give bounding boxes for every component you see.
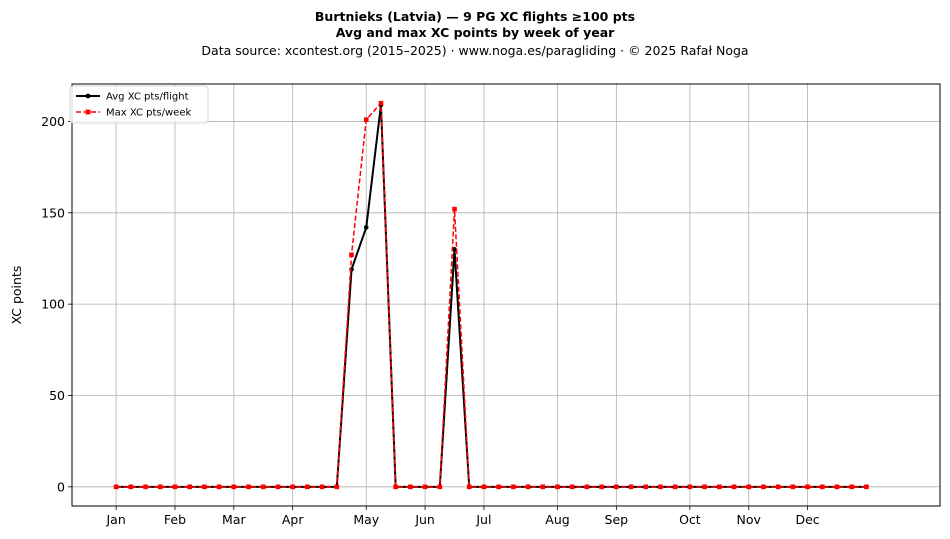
- series: [113, 100, 869, 490]
- series-1-point-44: [761, 484, 766, 490]
- series-1-point-49: [834, 484, 840, 490]
- x-tick-label-5: Jun: [414, 512, 435, 527]
- x-tick-label-10: Nov: [737, 512, 762, 527]
- series-1-point-11: [275, 484, 281, 490]
- series-1-point-26: [496, 484, 501, 490]
- series-1-point-24: [466, 484, 472, 490]
- legend-label-avg: Avg XC pts/flight: [106, 92, 189, 103]
- y-tick-label-1: 50: [49, 388, 65, 403]
- x-tick-label-7: Aug: [545, 512, 569, 527]
- x-tick-label-4: May: [353, 512, 379, 527]
- x-tick-label-11: Dec: [795, 512, 819, 527]
- series-1-point-37: [658, 484, 663, 490]
- y-axis-label: XC points: [9, 266, 24, 325]
- x-tick-label-0: Jan: [105, 512, 125, 527]
- legend: Avg XC pts/flight Max XC pts/week: [69, 85, 209, 124]
- series-1-point-45: [775, 484, 781, 490]
- series-1-point-13: [305, 484, 310, 490]
- y-tick-label-0: 0: [57, 479, 65, 494]
- series-1-point-25: [481, 484, 487, 490]
- series-1-point-1: [128, 484, 134, 490]
- series-1-point-12: [290, 484, 295, 490]
- series-1-point-51: [864, 484, 869, 490]
- series-1-point-18: [378, 100, 384, 106]
- series-1-point-48: [820, 484, 825, 490]
- series-1-point-8: [231, 484, 237, 490]
- y-tick-label-2: 100: [41, 297, 65, 312]
- x-tick-label-2: Mar: [222, 512, 246, 527]
- series-1-point-32: [584, 484, 590, 490]
- series-1-point-38: [672, 484, 678, 490]
- series-1-point-31: [569, 484, 575, 490]
- series-1-point-28: [525, 484, 531, 490]
- series-1-point-43: [746, 484, 752, 490]
- series-1-point-42: [731, 484, 737, 490]
- series-1-point-7: [216, 484, 222, 490]
- series-1-point-29: [540, 484, 546, 490]
- axis-ticks: Jan Feb Mar Apr May Jun Jul Aug Sep Oct Nov Dec 0 50 1…: [41, 114, 820, 527]
- series-line-0: [116, 104, 867, 488]
- series-1-point-22: [437, 484, 443, 490]
- x-tick-label-1: Feb: [164, 512, 186, 527]
- x-tick-label-8: Sep: [605, 512, 629, 527]
- series-1-point-33: [599, 484, 604, 490]
- series-1-point-41: [717, 484, 722, 490]
- series-1-point-34: [614, 484, 619, 490]
- x-tick-label-6: Jul: [475, 512, 491, 527]
- series-1-point-3: [157, 484, 163, 490]
- plot-frame: [71, 83, 941, 507]
- series-1-point-40: [702, 484, 707, 490]
- series-1-point-9: [246, 484, 251, 490]
- series-1-point-46: [790, 484, 796, 490]
- legend-label-max: Max XC pts/week: [106, 108, 191, 119]
- series-1-point-20: [408, 484, 413, 490]
- series-1-point-4: [172, 484, 178, 490]
- series-0-point-17: [363, 225, 369, 230]
- series-1-point-15: [334, 484, 340, 490]
- series-1-point-17: [363, 117, 369, 122]
- series-1-point-23: [452, 206, 457, 212]
- series-1-point-14: [319, 484, 325, 490]
- series-1-point-27: [511, 484, 516, 490]
- chart-title: Burtnieks (Latvia) — 9 PG XC flights ≥10…: [315, 9, 635, 24]
- chart-subtitle: Avg and max XC points by week of year: [336, 25, 615, 40]
- x-tick-label-3: Apr: [282, 512, 304, 527]
- y-tick-label-3: 150: [41, 205, 65, 220]
- series-1-point-39: [687, 484, 693, 490]
- series-1-point-2: [143, 484, 148, 490]
- series-1-point-50: [849, 484, 855, 490]
- series-1-point-47: [805, 484, 810, 490]
- series-1-point-6: [202, 484, 207, 490]
- legend-box: [69, 85, 209, 124]
- series-1-point-5: [187, 484, 192, 490]
- series-1-point-19: [393, 484, 398, 490]
- grid: [72, 84, 940, 506]
- series-1-point-10: [260, 484, 266, 490]
- series-1-point-35: [628, 484, 634, 490]
- legend-marker-avg: [85, 93, 91, 99]
- series-1-point-21: [422, 484, 428, 490]
- x-tick-label-9: Oct: [679, 512, 701, 527]
- series-1-point-36: [643, 484, 649, 490]
- chart-source-line: Data source: xcontest.org (2015–2025) · …: [201, 43, 748, 58]
- series-1-point-0: [113, 484, 119, 490]
- series-line-1: [116, 102, 867, 488]
- y-tick-label-4: 200: [41, 114, 65, 129]
- series-0-point-23: [452, 247, 457, 252]
- legend-marker-max: [85, 109, 91, 115]
- series-1-point-30: [555, 484, 560, 490]
- series-1-point-16: [349, 252, 354, 258]
